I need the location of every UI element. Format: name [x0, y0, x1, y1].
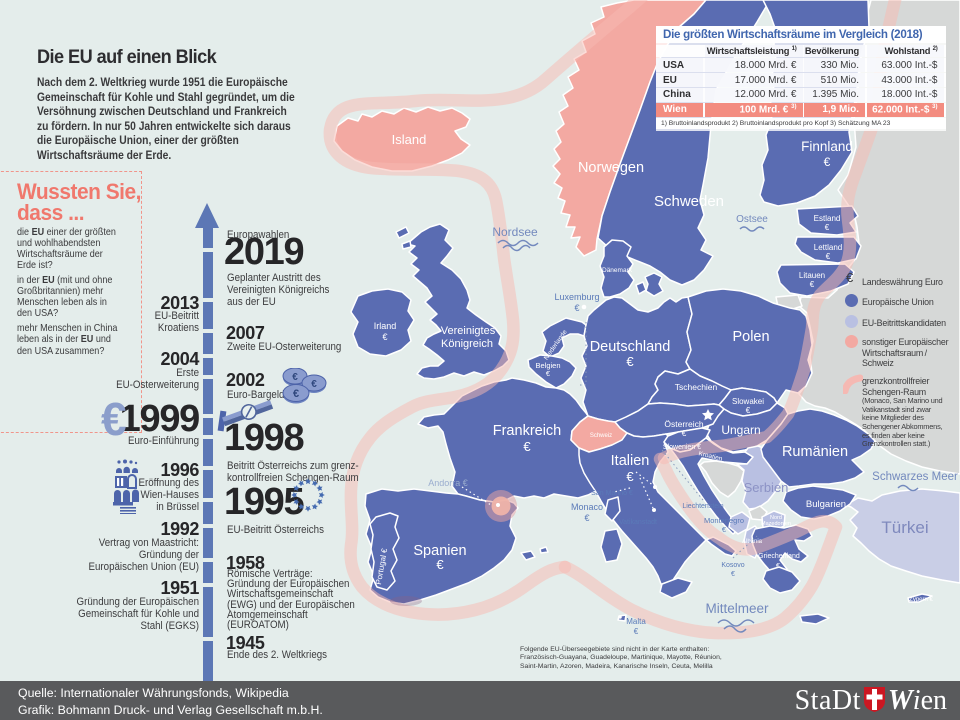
- svg-text:€: €: [293, 388, 299, 400]
- svg-text:Serbien: Serbien: [744, 480, 789, 495]
- svg-text:€: €: [776, 563, 780, 570]
- svg-text:Vatikanstadt: Vatikanstadt: [619, 519, 657, 526]
- svg-text:€: €: [746, 406, 751, 415]
- svg-text:Bulgarien: Bulgarien: [806, 499, 846, 510]
- svg-text:€: €: [810, 280, 815, 289]
- svg-text:Nordsee: Nordsee: [492, 225, 538, 239]
- svg-text:Irland: Irland: [374, 321, 397, 331]
- svg-text:Monaco: Monaco: [571, 502, 603, 512]
- svg-text:Rumänien: Rumänien: [782, 444, 848, 460]
- svg-text:€: €: [626, 354, 634, 369]
- svg-text:€: €: [826, 252, 831, 261]
- svg-text:Deutschland: Deutschland: [590, 339, 671, 355]
- svg-text:Tschechien: Tschechien: [675, 382, 718, 392]
- svg-text:€: €: [626, 469, 634, 484]
- svg-text:Kosovo: Kosovo: [721, 562, 744, 569]
- svg-text:Österreich: Österreich: [664, 419, 703, 429]
- svg-text:Mazedonien: Mazedonien: [761, 521, 791, 527]
- svg-text:San Marino €: San Marino €: [591, 490, 633, 497]
- svg-text:Mittelmeer: Mittelmeer: [705, 601, 769, 616]
- svg-text:€: €: [634, 627, 639, 636]
- svg-text:€: €: [382, 332, 387, 342]
- svg-text:Luxemburg: Luxemburg: [554, 292, 599, 302]
- svg-text:Albania: Albania: [742, 539, 763, 545]
- svg-text:Lettland: Lettland: [814, 243, 842, 252]
- svg-text:Italien: Italien: [611, 453, 650, 469]
- svg-text:Finnland: Finnland: [801, 139, 853, 154]
- svg-text:€: €: [523, 439, 531, 454]
- svg-text:Zypern €: Zypern €: [909, 597, 933, 603]
- svg-text:Türkei: Türkei: [881, 518, 928, 537]
- svg-text:Nord: Nord: [770, 515, 782, 521]
- svg-text:Andorra €: Andorra €: [428, 478, 468, 488]
- svg-text:Belgien: Belgien: [535, 361, 560, 370]
- svg-text:€: €: [824, 155, 831, 169]
- svg-text:€: €: [574, 303, 579, 313]
- svg-text:Ostsee: Ostsee: [736, 214, 768, 225]
- svg-text:Spanien: Spanien: [413, 543, 466, 559]
- svg-text:Slowakei: Slowakei: [732, 397, 764, 406]
- svg-text:Polen: Polen: [732, 329, 769, 345]
- svg-text:Vereinigtes: Vereinigtes: [441, 325, 496, 337]
- svg-text:€: €: [731, 571, 735, 578]
- svg-text:Litauen: Litauen: [799, 271, 825, 280]
- svg-text:Island: Island: [392, 132, 427, 147]
- svg-text:Griechenland: Griechenland: [758, 553, 800, 560]
- svg-text:€: €: [436, 557, 444, 572]
- svg-text:€: €: [825, 223, 830, 232]
- svg-text:Slowenien €: Slowenien €: [663, 444, 701, 451]
- svg-text:Malta: Malta: [626, 617, 646, 626]
- svg-text:€: €: [311, 379, 317, 390]
- svg-text:Frankreich: Frankreich: [493, 423, 562, 439]
- svg-text:Schweden: Schweden: [654, 193, 724, 210]
- svg-text:€: €: [722, 525, 727, 534]
- svg-text:Königreich: Königreich: [441, 338, 493, 350]
- svg-text:€: €: [584, 513, 589, 523]
- svg-text:Estland: Estland: [814, 214, 841, 223]
- svg-text:Montenegro: Montenegro: [704, 516, 744, 525]
- svg-text:Schwarzes Meer: Schwarzes Meer: [872, 471, 958, 483]
- svg-text:Dänemark: Dänemark: [602, 267, 633, 274]
- svg-text:Schweiz: Schweiz: [590, 433, 612, 439]
- svg-text:€: €: [546, 369, 551, 378]
- svg-text:Norwegen: Norwegen: [578, 160, 644, 176]
- svg-text:Ungarn: Ungarn: [721, 423, 760, 437]
- svg-text:€: €: [292, 372, 298, 383]
- svg-text:€: €: [682, 428, 687, 438]
- svg-text:Liechtenstein: Liechtenstein: [682, 503, 723, 510]
